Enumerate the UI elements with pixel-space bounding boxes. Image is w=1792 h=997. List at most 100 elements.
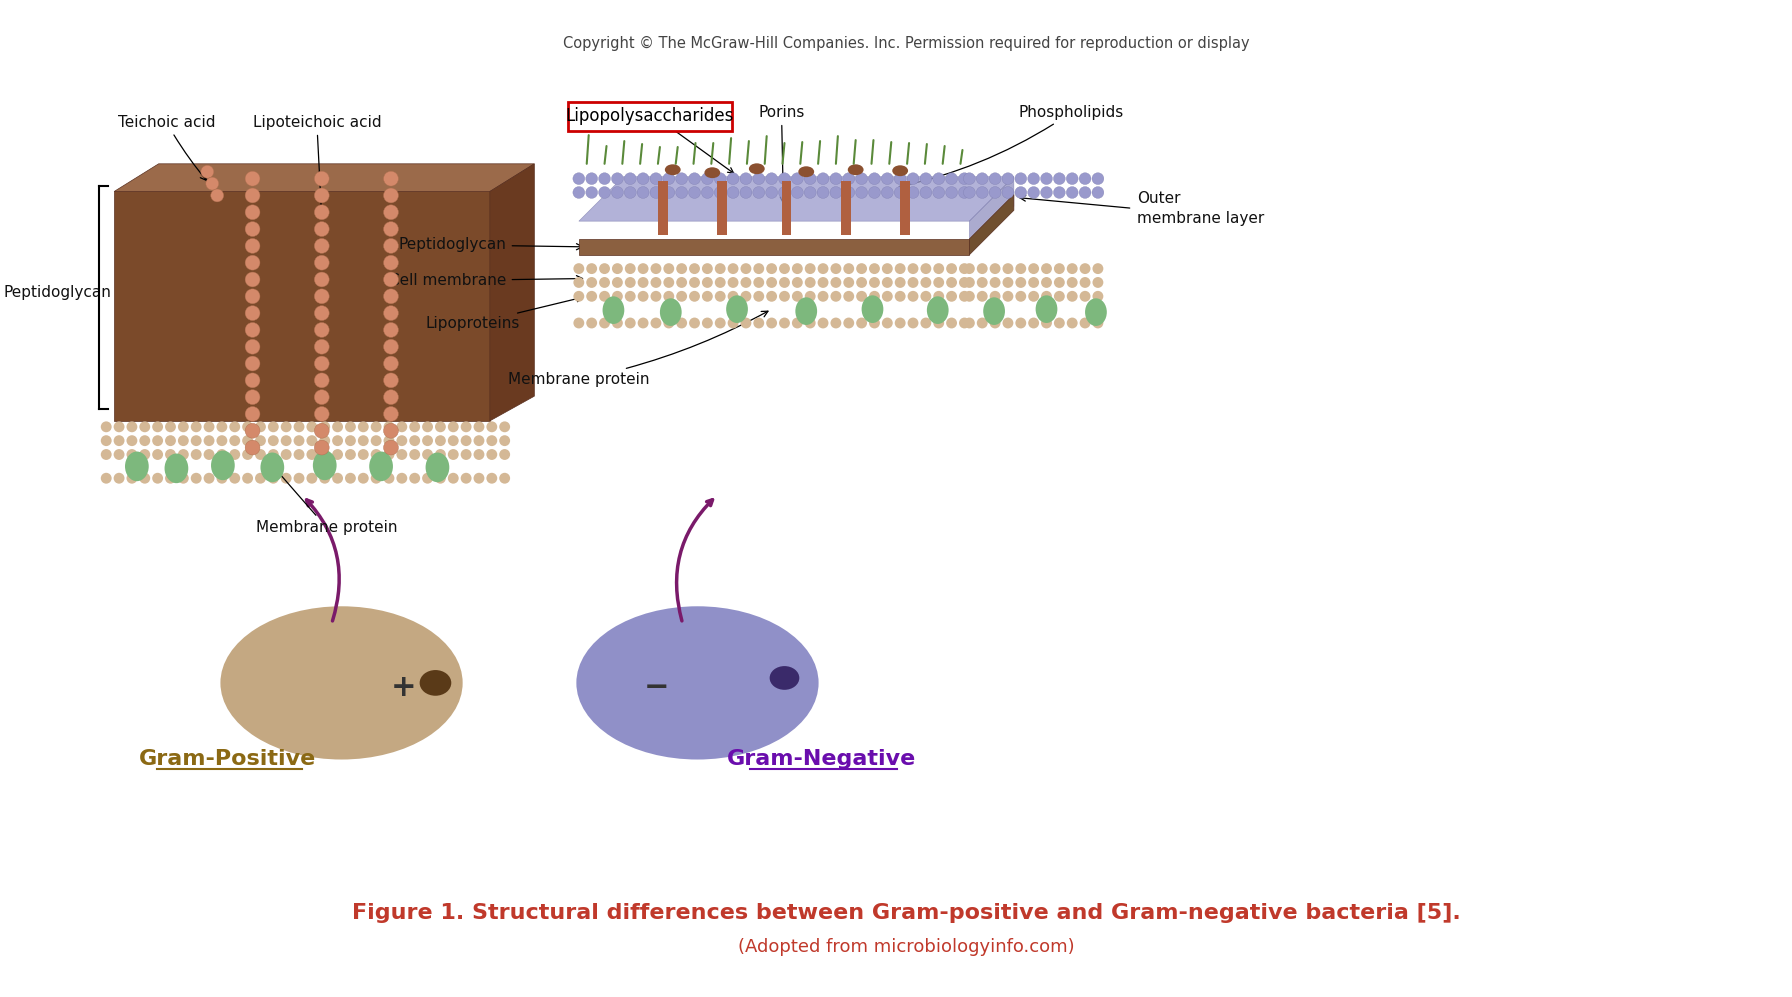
Circle shape: [907, 291, 919, 302]
Circle shape: [638, 172, 649, 184]
Ellipse shape: [577, 606, 819, 760]
FancyBboxPatch shape: [568, 102, 733, 132]
Circle shape: [383, 356, 398, 371]
Circle shape: [1066, 291, 1077, 302]
Circle shape: [638, 263, 649, 274]
Circle shape: [676, 277, 686, 288]
Circle shape: [346, 473, 357, 484]
Circle shape: [371, 449, 382, 460]
Ellipse shape: [726, 295, 747, 323]
Circle shape: [1002, 172, 1014, 184]
Circle shape: [371, 422, 382, 433]
Circle shape: [663, 318, 674, 328]
Circle shape: [332, 436, 342, 446]
Circle shape: [959, 172, 969, 184]
Text: Teichoic acid: Teichoic acid: [118, 115, 215, 180]
Circle shape: [977, 186, 987, 198]
Circle shape: [855, 186, 867, 198]
Circle shape: [486, 449, 496, 460]
Circle shape: [964, 277, 975, 288]
Text: +: +: [391, 673, 416, 702]
Circle shape: [830, 318, 840, 328]
Circle shape: [358, 422, 369, 433]
Circle shape: [792, 277, 803, 288]
Ellipse shape: [369, 452, 392, 482]
Polygon shape: [969, 194, 1014, 255]
Text: Porins: Porins: [758, 105, 805, 203]
Circle shape: [281, 473, 292, 484]
Circle shape: [907, 172, 919, 184]
Circle shape: [190, 473, 202, 484]
Circle shape: [140, 422, 151, 433]
Circle shape: [676, 263, 686, 274]
Circle shape: [715, 172, 726, 184]
Circle shape: [306, 473, 317, 484]
Circle shape: [1041, 263, 1052, 274]
Text: Membrane protein: Membrane protein: [256, 469, 398, 535]
Circle shape: [435, 473, 446, 484]
Ellipse shape: [665, 165, 681, 175]
Circle shape: [383, 171, 398, 186]
Circle shape: [625, 263, 636, 274]
Circle shape: [869, 277, 880, 288]
Circle shape: [728, 277, 738, 288]
Circle shape: [383, 289, 398, 304]
Ellipse shape: [260, 453, 285, 483]
Circle shape: [332, 473, 342, 484]
Circle shape: [100, 436, 111, 446]
Circle shape: [211, 189, 224, 201]
Circle shape: [650, 277, 661, 288]
Circle shape: [1002, 263, 1012, 274]
Circle shape: [217, 422, 228, 433]
Circle shape: [977, 277, 987, 288]
Circle shape: [715, 277, 726, 288]
Circle shape: [1002, 318, 1012, 328]
Circle shape: [217, 436, 228, 446]
Circle shape: [383, 306, 398, 320]
Circle shape: [254, 473, 265, 484]
Circle shape: [246, 272, 260, 287]
Text: Lipopolysaccharides: Lipopolysaccharides: [566, 108, 735, 126]
Circle shape: [246, 289, 260, 304]
Circle shape: [765, 186, 778, 198]
Circle shape: [894, 263, 905, 274]
Circle shape: [246, 339, 260, 354]
Circle shape: [127, 422, 138, 433]
Circle shape: [423, 422, 434, 433]
Text: Copyright © The McGraw-Hill Companies. Inc. Permission required for reproduction: Copyright © The McGraw-Hill Companies. I…: [563, 36, 1249, 51]
Circle shape: [830, 291, 840, 302]
Circle shape: [728, 172, 738, 184]
Circle shape: [946, 186, 957, 198]
Circle shape: [281, 449, 292, 460]
Text: (Adopted from microbiologyinfo.com): (Adopted from microbiologyinfo.com): [738, 938, 1075, 956]
Ellipse shape: [1086, 298, 1107, 326]
Circle shape: [650, 263, 661, 274]
Circle shape: [1079, 277, 1091, 288]
Circle shape: [1016, 318, 1027, 328]
Circle shape: [177, 422, 188, 433]
Circle shape: [1079, 172, 1091, 184]
Circle shape: [702, 263, 713, 274]
Circle shape: [1066, 318, 1077, 328]
Circle shape: [844, 318, 855, 328]
Circle shape: [919, 186, 932, 198]
Circle shape: [676, 172, 688, 184]
Circle shape: [907, 186, 919, 198]
Circle shape: [152, 436, 163, 446]
Circle shape: [409, 422, 419, 433]
Circle shape: [1079, 263, 1091, 274]
Circle shape: [100, 449, 111, 460]
Circle shape: [396, 473, 407, 484]
Circle shape: [1079, 186, 1091, 198]
Circle shape: [383, 373, 398, 388]
Circle shape: [1066, 263, 1077, 274]
Circle shape: [294, 449, 305, 460]
Circle shape: [857, 263, 867, 274]
Circle shape: [964, 186, 975, 198]
Circle shape: [586, 172, 597, 184]
Circle shape: [830, 263, 840, 274]
Circle shape: [314, 255, 330, 270]
Circle shape: [778, 186, 790, 198]
Circle shape: [844, 291, 855, 302]
Circle shape: [254, 436, 265, 446]
